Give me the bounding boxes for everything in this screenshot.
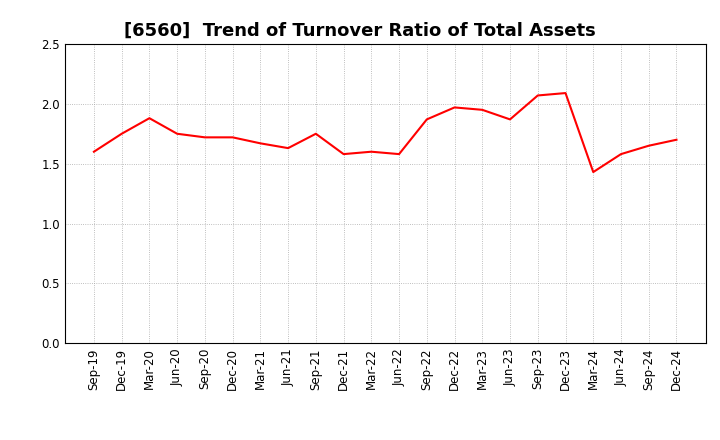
- Text: [6560]  Trend of Turnover Ratio of Total Assets: [6560] Trend of Turnover Ratio of Total …: [124, 22, 596, 40]
